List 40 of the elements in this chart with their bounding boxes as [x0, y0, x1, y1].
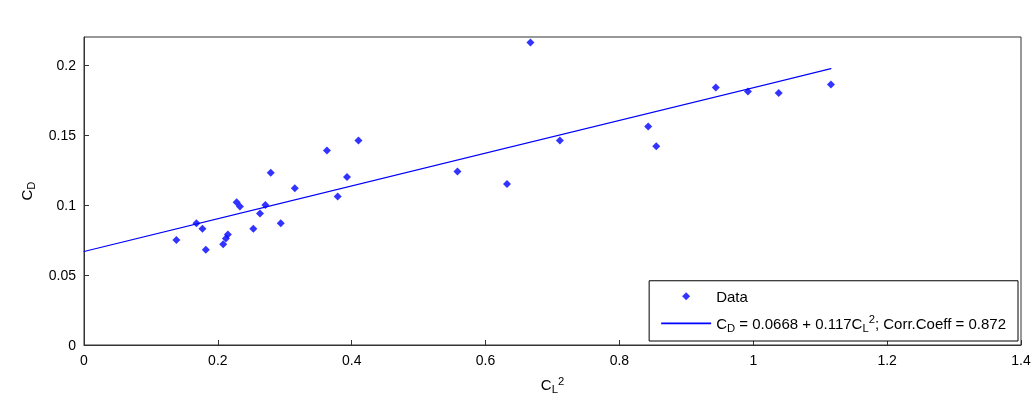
x-tick-label: 0.6: [475, 352, 496, 368]
point: [201, 245, 210, 254]
point: [343, 173, 352, 181]
point: [644, 122, 653, 131]
y-tick-label: 0.1: [56, 197, 77, 213]
point: [453, 167, 462, 176]
x-tick-label: 1: [749, 352, 758, 368]
point: [198, 224, 207, 233]
point: [774, 89, 783, 97]
y-tick-label: 0.05: [48, 267, 77, 283]
point: [276, 219, 285, 228]
y-tick-label: 0.15: [48, 127, 77, 143]
point: [290, 184, 299, 193]
point: [526, 38, 535, 47]
y-axis-title: CD: [17, 181, 37, 201]
point: [652, 142, 661, 151]
point: [172, 236, 181, 244]
point: [322, 146, 331, 155]
point: [266, 168, 275, 177]
point: [555, 136, 564, 145]
point: [219, 240, 228, 249]
point: [333, 192, 342, 201]
legend-label: Data: [716, 287, 749, 305]
point: [223, 230, 232, 239]
point: [711, 83, 720, 92]
point: [235, 202, 244, 211]
x-tick-label: 0: [80, 352, 89, 368]
y-tick-label: 0.2: [56, 57, 77, 73]
point: [249, 224, 258, 233]
point: [502, 180, 511, 188]
x-tick-label: 0.2: [208, 352, 228, 368]
x-tick-label: 1.4: [1011, 352, 1031, 368]
point: [256, 209, 265, 218]
x-tick-label: 0.4: [341, 352, 362, 368]
x-tick-label: 1.2: [877, 352, 898, 368]
point: [232, 198, 241, 207]
x-tick-label: 0.8: [609, 352, 630, 368]
point: [826, 80, 835, 89]
point: [354, 136, 363, 145]
y-tick-label: 0: [68, 337, 77, 353]
